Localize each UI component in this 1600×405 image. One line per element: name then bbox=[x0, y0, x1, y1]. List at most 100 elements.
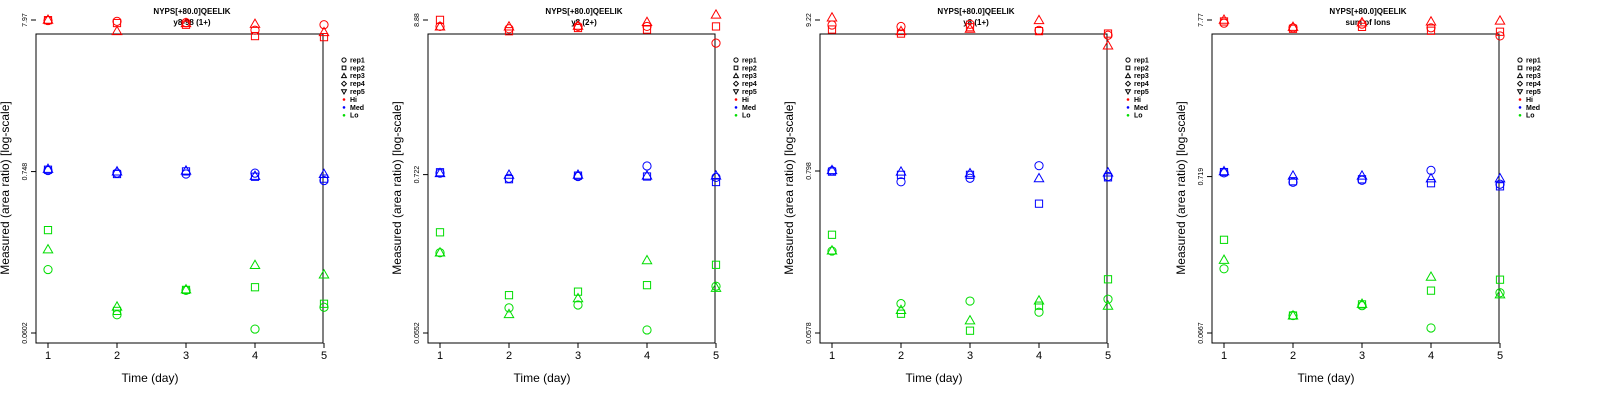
x-axis-label: Time (day) bbox=[1298, 371, 1355, 385]
data-point-lo-rep3 bbox=[1356, 298, 1368, 308]
y-tick-label: 0.798 bbox=[806, 162, 813, 180]
data-point-lo-rep1 bbox=[1103, 294, 1113, 304]
data-point-hi-rep3 bbox=[1494, 14, 1506, 25]
data-point-lo-rep1 bbox=[642, 325, 652, 335]
data-point-hi-rep2 bbox=[435, 15, 445, 24]
data-point-hi-rep3 bbox=[318, 26, 330, 37]
x-tick-label: 2 bbox=[898, 350, 904, 362]
data-point-hi-rep3 bbox=[1425, 15, 1437, 26]
chart-subtitle: y8 (1+) bbox=[963, 18, 989, 27]
legend-key-rep3 bbox=[1516, 72, 1524, 79]
y-axis-label: Measured (area ratio) [log-scale] bbox=[0, 101, 12, 274]
data-point-lo-rep3 bbox=[1287, 309, 1299, 320]
y-tick-label: 0.719 bbox=[1198, 168, 1205, 186]
legend-key-rep2 bbox=[1125, 65, 1131, 71]
data-point-lo-rep2 bbox=[1426, 286, 1436, 295]
legend-key-lo bbox=[342, 114, 346, 117]
legend-label: rep2 bbox=[742, 65, 757, 72]
legend-label: rep5 bbox=[1134, 89, 1149, 96]
data-point-lo-rep3 bbox=[641, 254, 653, 265]
plot-frame bbox=[35, 33, 324, 344]
data-point-lo-rep3 bbox=[503, 308, 515, 319]
data-point-lo-rep3 bbox=[434, 246, 446, 257]
legend-key-hi bbox=[342, 98, 346, 101]
data-point-hi-rep3 bbox=[434, 20, 446, 31]
x-tick-label: 4 bbox=[1036, 350, 1042, 362]
data-point-med-rep3 bbox=[572, 169, 584, 179]
legend-label: rep5 bbox=[742, 89, 757, 96]
legend-label: rep5 bbox=[350, 89, 365, 96]
legend-label: Lo bbox=[350, 113, 359, 120]
x-tick-label: 1 bbox=[437, 350, 443, 362]
data-point-hi-rep3 bbox=[503, 20, 515, 31]
data-point-lo-rep3 bbox=[1218, 254, 1230, 264]
x-tick-label: 1 bbox=[45, 350, 51, 362]
y-tick-label: 7.97 bbox=[22, 13, 29, 27]
legend-key-rep5 bbox=[340, 89, 348, 96]
data-point-hi-rep2 bbox=[1034, 27, 1044, 36]
y-tick-label: 0.0602 bbox=[22, 322, 29, 344]
data-point-hi-rep2 bbox=[1426, 26, 1436, 35]
x-tick-label: 2 bbox=[1290, 350, 1296, 362]
data-point-hi-rep2 bbox=[711, 22, 721, 31]
chart-panel-1: NYPS[+80.0]QEELIK y8-98 (1+) 1 2 3 4 5 Time (da… bbox=[0, 7, 365, 385]
data-point-lo-rep3 bbox=[895, 304, 907, 314]
legend-label: rep1 bbox=[1526, 57, 1541, 64]
legend-label: rep4 bbox=[742, 81, 757, 88]
x-tick-label: 4 bbox=[644, 350, 650, 362]
data-point-lo-rep2 bbox=[319, 299, 329, 308]
data-point-med-rep2 bbox=[711, 177, 721, 187]
legend-label: rep1 bbox=[742, 57, 757, 64]
legend-label: rep4 bbox=[1134, 81, 1149, 88]
legend-key-med bbox=[342, 106, 346, 109]
x-tick-label: 3 bbox=[1359, 350, 1365, 362]
legend-label: Hi bbox=[1526, 97, 1533, 104]
data-point-lo-rep1 bbox=[1034, 307, 1044, 317]
legend-label: rep2 bbox=[350, 65, 365, 72]
data-point-med-rep3 bbox=[249, 170, 261, 180]
y-tick-label: 7.77 bbox=[1198, 13, 1205, 27]
data-point-hi-rep2 bbox=[1103, 29, 1113, 38]
legend-key-hi bbox=[1518, 98, 1522, 101]
data-point-lo-rep1 bbox=[1495, 288, 1505, 298]
data-point-med-rep3 bbox=[503, 169, 515, 179]
data-point-med-rep3 bbox=[434, 167, 446, 178]
data-point-med-rep3 bbox=[1033, 172, 1045, 183]
data-point-med-rep3 bbox=[111, 165, 123, 176]
y-tick-label: 0.0667 bbox=[1198, 322, 1205, 344]
legend-label: rep1 bbox=[1134, 57, 1149, 64]
data-point-med-rep3 bbox=[42, 163, 54, 173]
data-point-lo-rep3 bbox=[1102, 299, 1114, 310]
x-tick-label: 2 bbox=[506, 350, 512, 362]
data-point-med-rep2 bbox=[504, 175, 514, 184]
data-point-hi-rep3 bbox=[964, 23, 976, 33]
legend-key-rep3 bbox=[732, 72, 740, 79]
legend-key-rep1 bbox=[1125, 57, 1131, 63]
data-point-lo-rep1 bbox=[896, 299, 906, 309]
x-tick-label: 3 bbox=[967, 350, 973, 362]
x-axis-label: Time (day) bbox=[122, 371, 179, 385]
data-point-med-rep3 bbox=[1102, 166, 1114, 177]
data-point-hi-rep3 bbox=[180, 17, 192, 28]
y-tick-label: 0.0578 bbox=[806, 322, 813, 344]
y-axis-label: Measured (area ratio) [log-scale] bbox=[782, 101, 796, 274]
data-point-med-rep1 bbox=[642, 161, 652, 171]
x-tick-label: 5 bbox=[1105, 350, 1111, 362]
data-point-lo-rep2 bbox=[1219, 235, 1229, 244]
chart-title: NYPS[+80.0]QEELIK bbox=[545, 7, 622, 16]
data-point-lo-rep3 bbox=[111, 300, 123, 311]
data-point-med-rep3 bbox=[1425, 172, 1437, 183]
data-point-hi-rep2 bbox=[504, 27, 514, 36]
data-point-lo-rep2 bbox=[827, 230, 837, 239]
legend-label: Med bbox=[1526, 105, 1540, 112]
data-point-med-rep3 bbox=[1287, 169, 1299, 180]
data-point-med-rep1 bbox=[896, 177, 906, 187]
chart-panel-2: NYPS[+80.0]QEELIK y8 (2+) 1 2 3 4 5 Time (day) 0… bbox=[390, 7, 757, 385]
legend-key-rep3 bbox=[340, 72, 348, 79]
legend-key-lo bbox=[1126, 114, 1130, 117]
data-point-hi-rep1 bbox=[1495, 31, 1505, 41]
data-point-hi-rep2 bbox=[250, 31, 260, 41]
legend-key-lo bbox=[1518, 114, 1522, 117]
